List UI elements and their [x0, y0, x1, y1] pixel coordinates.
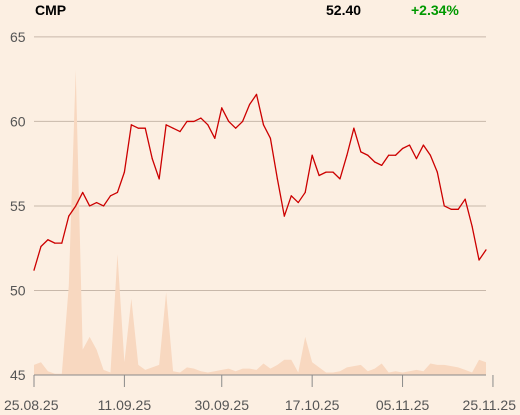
data-point-3	[54, 242, 56, 244]
data-point-54	[408, 144, 411, 146]
x-tick-label-3: 17.10.25	[285, 397, 340, 413]
y-tick-label-55: 55	[10, 198, 26, 214]
data-point-44	[339, 178, 341, 180]
data-point-24	[200, 117, 202, 119]
data-point-19	[165, 124, 167, 126]
data-point-55	[415, 158, 418, 160]
data-point-28	[228, 120, 230, 123]
data-point-41	[318, 174, 320, 177]
data-point-8	[89, 205, 91, 207]
data-point-39	[304, 191, 306, 194]
data-point-32	[255, 93, 258, 95]
data-point-16	[144, 127, 146, 129]
data-point-14	[130, 124, 132, 126]
volume-area	[34, 70, 486, 375]
data-point-59	[443, 205, 445, 207]
data-point-46	[353, 127, 355, 129]
data-point-45	[346, 154, 348, 156]
symbol-label: CMP	[35, 2, 67, 18]
price-line	[33, 93, 487, 271]
x-tick-label-2: 30.09.25	[195, 397, 250, 413]
data-point-53	[401, 147, 404, 150]
data-point-36	[283, 215, 285, 217]
data-point-6	[75, 205, 77, 207]
data-point-37	[290, 195, 292, 197]
data-point-2	[47, 239, 49, 241]
data-point-34	[269, 137, 272, 139]
x-tick-label-4: 05.11.25	[376, 397, 430, 413]
data-point-10	[102, 205, 105, 207]
volume-area-group	[34, 70, 486, 375]
grid-lines	[34, 36, 486, 291]
data-point-29	[235, 127, 237, 129]
data-point-5	[68, 215, 70, 217]
price-value: 52.40	[326, 2, 362, 18]
data-point-49	[374, 161, 376, 163]
data-point-7	[82, 191, 84, 194]
data-point-56	[422, 144, 425, 146]
y-tick-label-65: 65	[10, 29, 26, 45]
x-tick-label-0: 25.08.25	[4, 397, 59, 413]
price-line-group	[33, 93, 487, 271]
change-value: +2.34%	[411, 2, 459, 18]
data-point-11	[109, 195, 112, 197]
data-point-17	[151, 158, 153, 160]
data-point-4	[61, 242, 63, 244]
data-point-43	[332, 171, 334, 173]
data-point-18	[158, 178, 160, 180]
data-point-25	[207, 124, 209, 126]
data-point-63	[471, 225, 473, 227]
data-point-12	[116, 191, 119, 194]
data-point-9	[95, 201, 98, 204]
data-point-22	[186, 120, 188, 123]
data-point-35	[276, 178, 278, 180]
data-point-64	[478, 259, 480, 261]
data-point-47	[360, 151, 362, 153]
data-point-62	[464, 198, 466, 200]
x-axis	[33, 374, 494, 387]
data-point-13	[123, 171, 125, 173]
y-tick-label-50: 50	[10, 282, 26, 298]
data-point-40	[311, 154, 313, 156]
y-axis-labels: 45 50 55 60 65	[10, 29, 26, 383]
data-point-23	[193, 120, 195, 123]
data-point-48	[367, 154, 369, 156]
data-point-58	[436, 171, 438, 173]
data-point-38	[297, 201, 299, 204]
x-tick-label-5: 25.11.25	[463, 397, 517, 413]
y-tick-label-60: 60	[10, 113, 26, 129]
data-point-50	[381, 164, 383, 166]
data-point-51	[388, 154, 390, 156]
data-point-42	[325, 171, 327, 173]
data-point-61	[457, 208, 459, 210]
data-point-30	[242, 120, 244, 123]
data-point-27	[221, 107, 223, 109]
data-point-26	[214, 137, 216, 139]
data-point-65	[485, 249, 487, 251]
data-point-33	[262, 124, 265, 126]
x-axis-labels: 25.08.25 11.09.25 30.09.25 17.10.25 05.11.25…	[4, 397, 516, 413]
data-point-52	[395, 154, 397, 156]
data-point-31	[248, 103, 251, 106]
data-point-57	[429, 154, 431, 156]
data-point-21	[179, 130, 181, 133]
x-tick-label-1: 11.09.25	[98, 397, 152, 413]
data-point-15	[137, 127, 139, 129]
data-point-60	[450, 208, 452, 210]
data-point-0	[33, 269, 35, 271]
data-point-1	[40, 245, 42, 248]
y-tick-label-45: 45	[10, 367, 26, 383]
data-point-20	[172, 127, 174, 129]
